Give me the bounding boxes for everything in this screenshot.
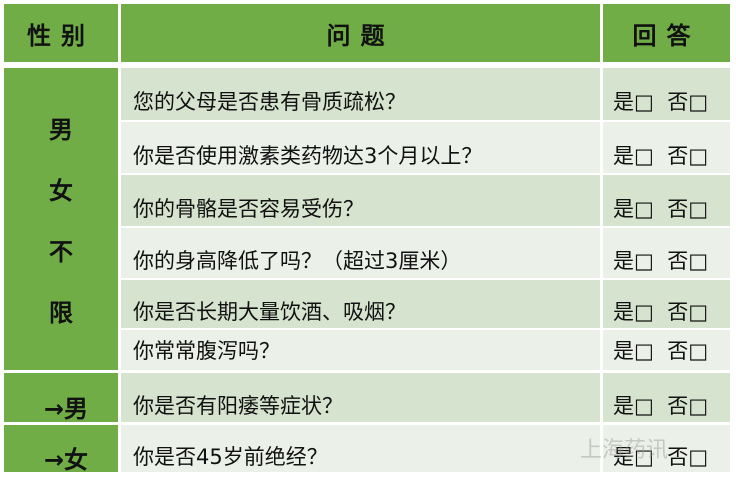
question-cell: 你的骨骼是否容易受伤？ — [121, 175, 600, 226]
question-cell: 你常常腹泻吗？ — [121, 330, 600, 370]
answer-checkboxes[interactable]: 是□ 否□ — [603, 425, 730, 472]
question-cell: 你是否有阳痿等症状？ — [121, 373, 600, 422]
answer-checkboxes[interactable]: 是□ 否□ — [603, 68, 730, 120]
header-gender: 性别 — [4, 4, 118, 62]
question-cell: 你是否使用激素类药物达3个月以上？ — [121, 122, 600, 173]
gender-char: 不 — [49, 238, 73, 266]
question-cell: 你的身高降低了吗？（超过3厘米） — [121, 228, 600, 278]
gender-male: →男 — [4, 373, 118, 423]
gender-female: →女 — [4, 425, 118, 474]
question-cell: 你是否45岁前绝经？ — [121, 425, 600, 472]
answer-checkboxes[interactable]: 是□ 否□ — [603, 373, 730, 422]
watermark: 上海药讯 — [580, 438, 669, 463]
header-question: 问题 — [121, 4, 600, 62]
answer-checkboxes[interactable]: 是□ 否□ — [603, 280, 730, 328]
answer-checkboxes[interactable]: 是□ 否□ — [603, 228, 730, 278]
gender-char: 男 — [49, 116, 73, 144]
gender-char: 女 — [49, 177, 73, 205]
gender-char: 限 — [49, 299, 73, 327]
answer-checkboxes[interactable]: 是□ 否□ — [603, 330, 730, 370]
question-cell: 您的父母是否患有骨质疏松？ — [121, 68, 600, 120]
answer-checkboxes[interactable]: 是□ 否□ — [603, 122, 730, 173]
answer-checkboxes[interactable]: 是□ 否□ — [603, 175, 730, 226]
question-cell: 你是否长期大量饮酒、吸烟？ — [121, 280, 600, 328]
header-answer: 回答 — [603, 4, 730, 62]
gender-all: 男 女 不 限 — [4, 68, 118, 370]
